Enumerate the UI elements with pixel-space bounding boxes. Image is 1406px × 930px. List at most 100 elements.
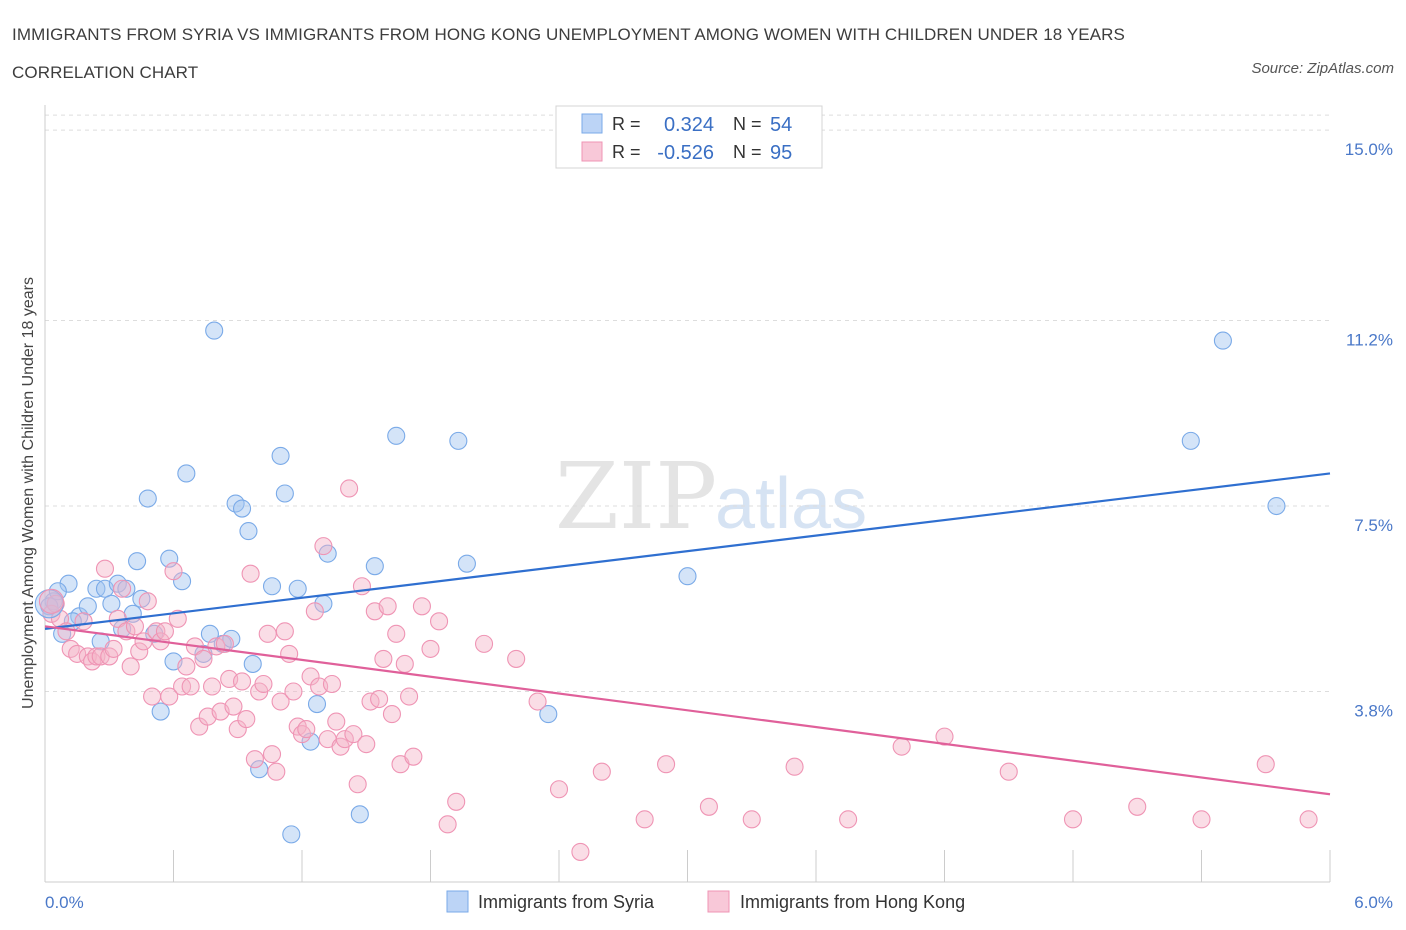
stats-n-label-hongkong: N =: [733, 142, 762, 162]
point-hongkong: [113, 579, 132, 598]
point-syria: [102, 594, 121, 613]
point-hongkong: [181, 677, 200, 696]
point-syria: [1213, 331, 1232, 350]
source-credit: Source: ZipAtlas.com: [1251, 60, 1394, 77]
point-hongkong: [344, 725, 363, 744]
point-hongkong: [245, 750, 264, 769]
point-syria: [365, 557, 384, 576]
point-hongkong: [340, 479, 359, 498]
point-hongkong: [370, 689, 389, 709]
point-hongkong: [447, 792, 466, 811]
stats-r-value-hongkong: -0.526: [657, 142, 714, 164]
series-legend-label-hongkong: Immigrants from Hong Kong: [740, 892, 965, 912]
point-syria: [117, 579, 136, 598]
point-hongkong: [1063, 810, 1083, 829]
series-legend-label-syria: Immigrants from Syria: [478, 892, 655, 912]
point-syria: [78, 597, 97, 616]
y-tick-label: 3.8%: [1354, 702, 1393, 721]
point-hongkong: [164, 562, 183, 581]
point-hongkong: [378, 597, 397, 616]
stats-n-value-hongkong: 95: [770, 142, 792, 164]
point-hongkong: [374, 649, 393, 668]
stats-n-value-syria: 54: [770, 114, 792, 136]
y-tick-label: 11.2%: [1346, 331, 1393, 350]
stats-r-label-syria: R =: [612, 114, 641, 134]
point-syria: [232, 499, 252, 518]
trend-lines: [44, 472, 1331, 796]
stats-legend-swatch-syria: [581, 113, 603, 134]
point-hongkong: [160, 687, 179, 706]
series-legend-swatch-syria: [446, 890, 469, 913]
trend-line-syria: [44, 472, 1331, 630]
point-hongkong: [348, 775, 367, 794]
point-hongkong: [215, 634, 234, 653]
point-syria: [275, 484, 294, 503]
y-tick-label: 7.5%: [1354, 516, 1393, 535]
point-hongkong: [143, 687, 162, 706]
series-legend: Immigrants from Syria Immigrants from Ho…: [446, 890, 965, 913]
point-hongkong: [1299, 810, 1318, 829]
point-hongkong: [395, 654, 414, 673]
point-syria: [243, 654, 262, 673]
point-hongkong: [1192, 810, 1211, 829]
point-hongkong: [224, 697, 243, 716]
point-hongkong: [38, 588, 64, 614]
point-hongkong: [271, 692, 290, 711]
point-hongkong: [297, 720, 316, 739]
point-hongkong: [412, 597, 431, 616]
point-hongkong: [305, 602, 324, 621]
stats-r-value-syria: 0.324: [664, 114, 714, 136]
point-hongkong: [999, 762, 1018, 781]
trend-line-hongkong: [44, 625, 1331, 796]
point-syria: [282, 825, 301, 844]
point-hongkong: [241, 564, 260, 583]
x-axis-ticks: [44, 850, 1331, 882]
point-hongkong: [194, 649, 213, 668]
point-hongkong: [571, 842, 590, 861]
point-hongkong: [74, 612, 93, 631]
point-syria: [539, 705, 558, 724]
point-hongkong: [335, 730, 354, 749]
point-hongkong: [177, 657, 196, 676]
point-syria: [271, 446, 290, 465]
point-hongkong: [892, 737, 911, 756]
y-axis-title: Unemployment Among Women with Children U…: [20, 277, 37, 709]
point-hongkong: [267, 762, 286, 781]
series-legend-swatch-hongkong: [707, 890, 730, 913]
point-hongkong: [528, 692, 547, 711]
point-hongkong: [935, 727, 954, 746]
point-syria: [177, 464, 196, 483]
point-hongkong: [68, 644, 87, 663]
point-hongkong: [382, 705, 402, 724]
point-hongkong: [314, 537, 333, 556]
chart-title: IMMIGRANTS FROM SYRIA VS IMMIGRANTS FROM…: [12, 25, 1125, 82]
point-hongkong: [125, 617, 144, 636]
point-syria: [1267, 496, 1286, 516]
point-syria: [449, 431, 468, 450]
point-hongkong: [438, 815, 457, 834]
point-syria: [288, 579, 307, 598]
point-hongkong: [262, 745, 282, 764]
point-hongkong: [327, 712, 346, 731]
watermark-atlas: atlas: [715, 464, 867, 544]
point-syria: [1181, 431, 1200, 450]
point-syria: [307, 694, 327, 714]
point-syria: [138, 489, 157, 508]
point-hongkong: [430, 612, 449, 631]
point-hongkong: [387, 624, 406, 643]
watermark-zip: ZIP: [555, 443, 717, 550]
point-hongkong: [87, 647, 106, 666]
point-syria: [128, 552, 147, 571]
point-hongkong: [121, 657, 140, 676]
point-syria: [678, 567, 697, 586]
y-tick-label: 15.0%: [1345, 140, 1393, 159]
point-syria: [59, 574, 78, 593]
point-syria: [457, 554, 476, 573]
point-hongkong: [699, 797, 718, 816]
point-syria: [262, 577, 282, 596]
point-hongkong: [95, 559, 115, 578]
point-hongkong: [357, 735, 376, 754]
point-hongkong: [474, 634, 494, 653]
x-tick-label: 0.0%: [45, 893, 84, 912]
point-hongkong: [1128, 797, 1147, 816]
